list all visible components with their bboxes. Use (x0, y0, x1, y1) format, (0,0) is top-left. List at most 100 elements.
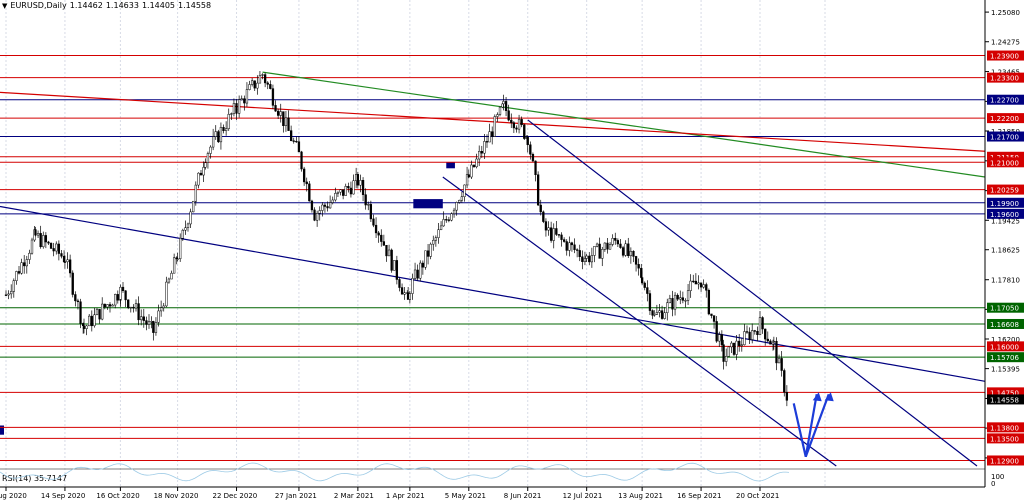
candle-body (359, 180, 362, 186)
price-tick-label-11: 1.16200 (991, 336, 1020, 344)
candle-body (603, 242, 607, 250)
candle-body (523, 124, 526, 139)
candle-body (297, 141, 301, 153)
candle-body (611, 237, 614, 245)
candle-body (608, 244, 612, 250)
candle-body (121, 286, 125, 291)
candle-body (491, 131, 494, 137)
candle-body (619, 243, 622, 248)
candle-body (209, 146, 212, 154)
forecast-path-2 (804, 393, 830, 458)
candle-body (176, 258, 179, 260)
zone-1 (446, 162, 455, 169)
candle-body (331, 199, 334, 203)
candle-body (10, 291, 13, 295)
candle-body (248, 84, 251, 90)
candle-body (204, 162, 207, 168)
candle-body (74, 294, 77, 302)
chart-header: ▼ EURUSD,Daily 1.14462 1.14633 1.14405 1… (2, 1, 211, 10)
candle-body (103, 303, 106, 308)
level-tag-3 (987, 113, 1024, 124)
candle-body (111, 304, 114, 307)
candle-body (258, 75, 262, 84)
candle-body (308, 183, 311, 202)
candle-body (382, 241, 386, 246)
date-tick-label-2: 16 Oct 2020 (96, 492, 139, 500)
candle-body (300, 151, 303, 170)
date-tick-label-3: 18 Nov 2020 (154, 492, 199, 500)
candle-body (769, 340, 772, 345)
candle-body (377, 232, 380, 236)
candle-body (30, 239, 34, 254)
arrow-head-1 (824, 392, 834, 402)
candle-body (616, 240, 620, 245)
caret-down-icon[interactable]: ▼ (2, 1, 8, 10)
candle-body (398, 279, 401, 288)
candle-body (705, 284, 708, 291)
candle-body (595, 243, 599, 247)
candle-body (727, 346, 730, 357)
candle-body (447, 219, 451, 221)
candle-body (108, 304, 112, 307)
candle-body (640, 277, 644, 284)
level-tag-text-7: 1.20259 (990, 187, 1019, 195)
candle-body (230, 113, 233, 115)
candle-body (416, 269, 419, 279)
candle-body (295, 140, 298, 143)
candle-body (634, 256, 638, 265)
date-tick-label-6: 2 Mar 2021 (334, 492, 374, 500)
level-tag-text-1: 1.23300 (990, 75, 1019, 83)
candle-body (621, 247, 625, 256)
candle-body (76, 300, 80, 303)
candle-body (534, 160, 537, 175)
candle-body (676, 294, 679, 300)
candle-body (777, 358, 781, 364)
level-tag-text-15: 1.14558 (990, 396, 1019, 404)
candle-body (393, 260, 396, 271)
candle-body (411, 278, 414, 294)
candle-body (274, 105, 277, 112)
candle-body (305, 181, 308, 185)
candle-body (520, 119, 523, 126)
date-tick-label-0: 11 Aug 2020 (0, 492, 27, 500)
candle-body (79, 301, 82, 324)
level-tag-11 (987, 318, 1024, 329)
candle-body (4, 294, 8, 296)
trendline-4 (442, 176, 837, 467)
candle-body (263, 74, 267, 84)
candle-body (124, 290, 127, 301)
candle-body (668, 298, 672, 304)
candle-body (385, 245, 388, 257)
candle-body (57, 243, 61, 254)
candle-body (450, 213, 453, 221)
candle-body (555, 228, 558, 235)
candle-body (542, 211, 545, 222)
trendline-3 (527, 119, 978, 467)
candle-body (738, 340, 741, 346)
low-value: 1.14405 (141, 1, 176, 10)
candle-body (510, 119, 513, 123)
candle-body (197, 172, 200, 186)
candle-body (269, 84, 272, 89)
candle-body (421, 262, 425, 268)
candle-body (697, 282, 700, 285)
candle-body (452, 209, 456, 215)
candle-body (28, 252, 31, 260)
candle-body (507, 110, 510, 121)
candle-body (63, 261, 67, 263)
candle-body (336, 191, 340, 194)
candle-body (339, 189, 342, 193)
date-tick-label-12: 16 Sep 2021 (677, 492, 721, 500)
candle-body (129, 306, 132, 309)
candle-body (44, 235, 48, 243)
candle-body (606, 242, 609, 250)
candle-body (671, 298, 674, 310)
candle-body (192, 200, 195, 213)
candle-body (211, 136, 215, 148)
level-tag-7 (987, 184, 1024, 195)
candle-body (90, 315, 93, 327)
candle-body (529, 144, 532, 155)
candle-body (403, 292, 406, 295)
candle-body (243, 98, 246, 104)
